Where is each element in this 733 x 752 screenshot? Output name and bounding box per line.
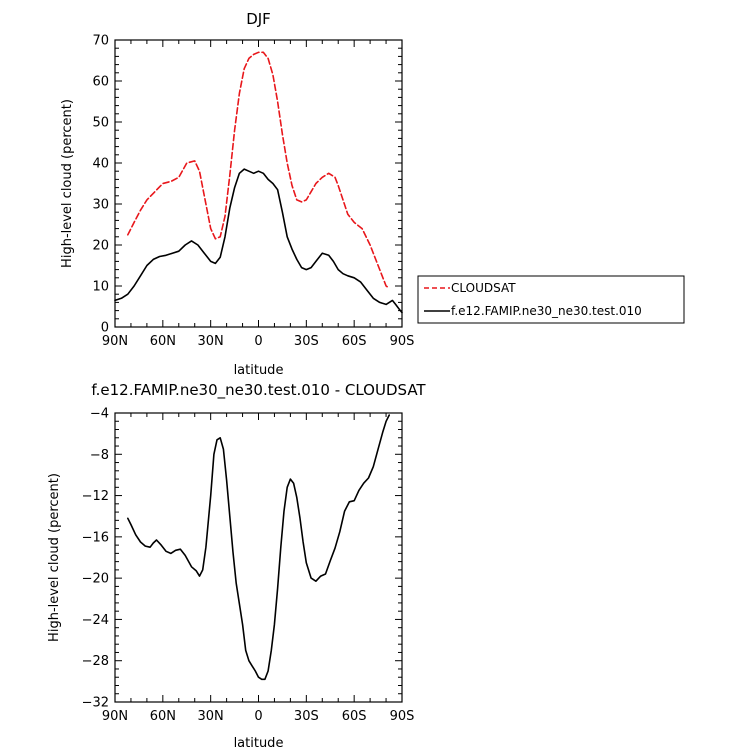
axis-ticks: 90N 60N 30N 0 30S 60S 90S −32 −28 −24 −20 −16 −12 −8 −… [82, 407, 415, 725]
chart-title: f.e12.FAMIP.ne30_ne30.test.010 - CLOUDSA… [91, 381, 426, 400]
y-tick-label: 50 [92, 116, 109, 131]
legend-label-cloudsat: CLOUDSAT [451, 281, 516, 295]
y-axis-label: High-level cloud (percent) [60, 99, 75, 268]
y-tick-label: 40 [92, 157, 109, 172]
x-axis-label: latitude [234, 736, 284, 751]
legend-box [417, 275, 685, 324]
y-tick-label: −28 [82, 654, 109, 669]
x-tick-label: 30N [198, 709, 224, 724]
y-tick-label: 70 [92, 34, 109, 49]
plot-frame [114, 39, 403, 328]
y-tick-label: 0 [101, 321, 109, 336]
x-tick-label: 30S [294, 334, 319, 349]
x-tick-label: 90N [102, 709, 128, 724]
x-tick-label: 30S [294, 709, 319, 724]
x-tick-label: 60N [150, 709, 176, 724]
y-tick-label: 10 [92, 280, 109, 295]
series-layer [114, 51, 403, 314]
x-tick-label: 30N [198, 334, 224, 349]
legend: CLOUDSAT f.e12.FAMIP.ne30_ne30.test.010 [417, 275, 685, 324]
series-layer [127, 414, 391, 681]
y-tick-label: −12 [82, 489, 109, 504]
series-line-model [127, 414, 391, 681]
x-tick-label: 0 [254, 334, 262, 349]
plot-frame [114, 412, 403, 703]
series-line-cloudsat [127, 51, 391, 289]
legend-label-model: f.e12.FAMIP.ne30_ne30.test.010 [451, 304, 642, 318]
series-line-model [114, 168, 403, 314]
y-tick-label: −24 [82, 613, 109, 628]
y-tick-label: −8 [90, 448, 109, 463]
y-tick-label: −20 [82, 572, 109, 587]
x-tick-label: 90S [390, 709, 415, 724]
x-tick-label: 60S [342, 709, 367, 724]
y-tick-label: 20 [92, 239, 109, 254]
y-tick-label: 60 [92, 75, 109, 90]
x-tick-label: 0 [254, 709, 262, 724]
chart-title: DJF [246, 10, 271, 28]
y-axis-label: High-level cloud (percent) [47, 473, 62, 642]
y-tick-label: −32 [82, 696, 109, 711]
axis-ticks: 90N 60N 30N 0 30S 60S 90S 0 10 20 30 40 50 60 70 [92, 34, 414, 350]
top-chart: DJF latitude High-level cloud (percent) … [60, 10, 414, 378]
x-tick-label: 90N [102, 334, 128, 349]
y-tick-label: −16 [82, 530, 109, 545]
y-tick-label: 30 [92, 198, 109, 213]
x-tick-label: 60N [150, 334, 176, 349]
y-tick-label: −4 [90, 407, 109, 422]
x-tick-label: 90S [390, 334, 415, 349]
x-axis-label: latitude [234, 363, 284, 378]
x-tick-label: 60S [342, 334, 367, 349]
bottom-chart: f.e12.FAMIP.ne30_ne30.test.010 - CLOUDSA… [47, 381, 426, 751]
